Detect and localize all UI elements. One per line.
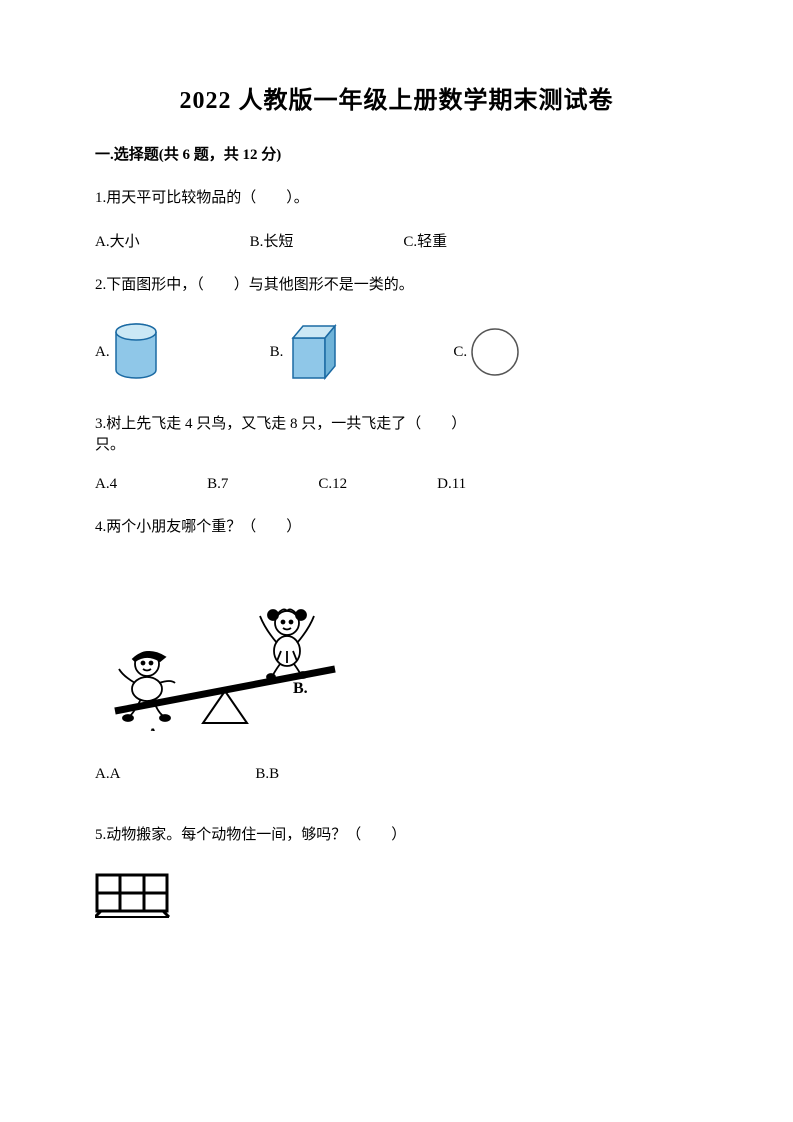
q3-option-d: D.11: [437, 476, 466, 493]
seesaw-icon: A. B.: [95, 561, 355, 731]
q3-option-c: C.12: [318, 476, 347, 493]
cylinder-icon: [112, 322, 160, 382]
seesaw-figure: A. B.: [95, 561, 698, 736]
q4-option-b: B.B: [255, 766, 279, 783]
question-3: 3.树上先飞走 4 只鸟，又飞走 8 只，一共飞走了（ ） 只。: [95, 412, 698, 454]
question-3-line1: 3.树上先飞走 4 只鸟，又飞走 8 只，一共飞走了（ ）: [95, 412, 698, 433]
circle-icon: [469, 326, 521, 378]
q3-option-b: B.7: [207, 476, 228, 493]
section-header: 一.选择题(共 6 题，共 12 分): [95, 143, 698, 164]
q2-option-b-label: B.: [270, 344, 284, 361]
question-5-text: 5.动物搬家。每个动物住一间，够吗？（ ）: [95, 823, 698, 844]
question-1-text: 1.用天平可比较物品的（ ）。: [95, 186, 698, 210]
q2-option-a-wrap: A.: [95, 322, 160, 382]
seesaw-label-b: B.: [293, 680, 308, 697]
q4-option-a: A.A: [95, 766, 120, 783]
house-grid-icon: [95, 869, 175, 919]
q1-option-b: B.长短: [250, 230, 294, 251]
page-title: 2022 人教版一年级上册数学期末测试卷: [95, 80, 698, 115]
question-4-text: 4.两个小朋友哪个重？（ ）: [95, 515, 698, 539]
q3-option-a: A.4: [95, 476, 117, 493]
question-4-options: A.A B.B: [95, 766, 698, 783]
seesaw-label-a: A.: [147, 726, 163, 731]
question-1-options: A.大小 B.长短 C.轻重: [95, 230, 698, 251]
page: 2022 人教版一年级上册数学期末测试卷 一.选择题(共 6 题，共 12 分)…: [0, 0, 793, 1122]
q2-option-a-label: A.: [95, 344, 110, 361]
question-3-line2: 只。: [95, 433, 698, 454]
question-2-text: 2.下面图形中，（ ）与其他图形不是一类的。: [95, 273, 698, 297]
q2-option-b-wrap: B.: [270, 322, 344, 382]
q1-option-c: C.轻重: [403, 230, 447, 251]
q1-option-a: A.大小: [95, 230, 140, 251]
question-3-options: A.4 B.7 C.12 D.11: [95, 476, 698, 493]
cube-icon: [285, 322, 343, 382]
q2-option-c-label: C.: [453, 344, 467, 361]
house-figure: [95, 869, 698, 924]
question-2-options: A. B. C.: [95, 322, 698, 382]
q2-option-c-wrap: C.: [453, 326, 521, 378]
